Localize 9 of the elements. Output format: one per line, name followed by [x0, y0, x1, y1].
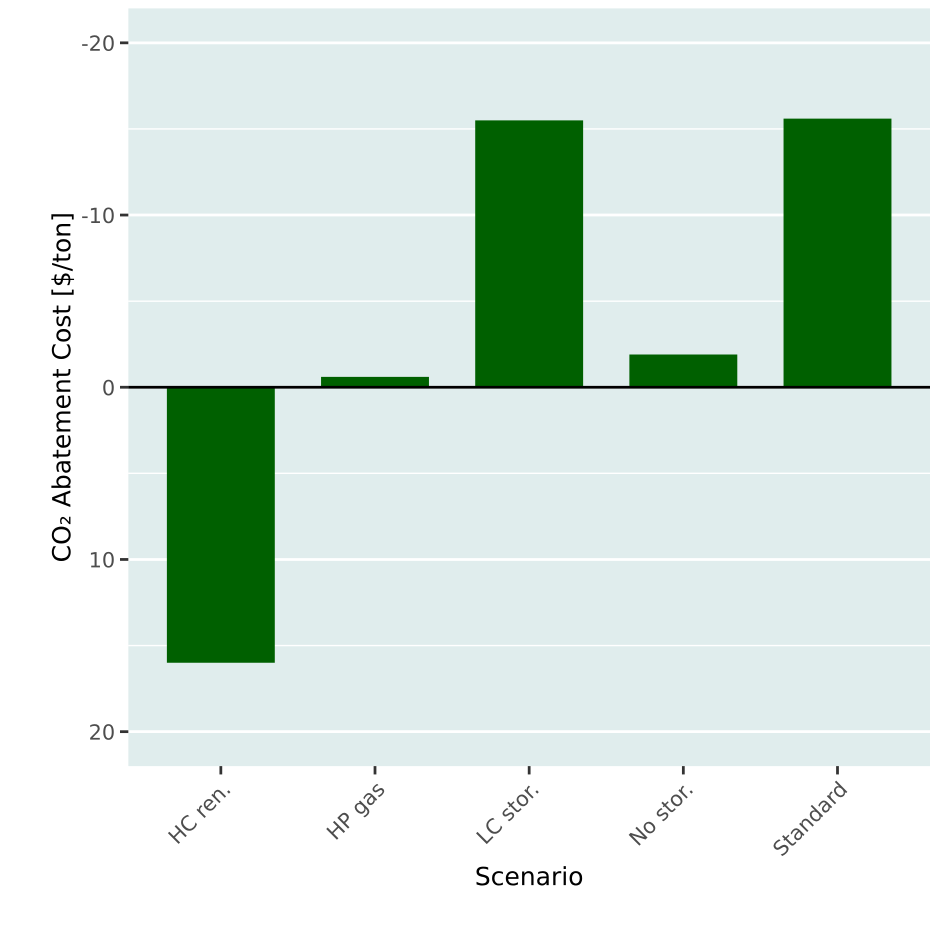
y-tick-label: -10	[82, 207, 114, 224]
x-axis-title: Scenario	[476, 866, 582, 886]
x-tick-label: HP gas	[326, 780, 389, 843]
x-tick-label: HC ren.	[168, 781, 231, 844]
y-tick-label: 0	[103, 380, 114, 396]
y-tick-label: -20	[82, 35, 114, 52]
y-tick-label: 10	[90, 552, 114, 568]
y-axis-title: CO₂ Abatement Cost [$/ton]	[51, 214, 74, 561]
y-tick-label: 20	[90, 724, 114, 740]
